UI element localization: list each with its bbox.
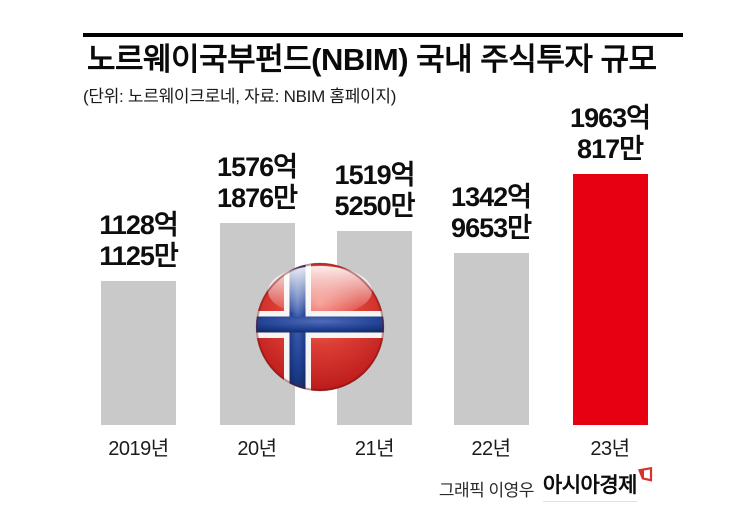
bar-value-label: 1128억 1125만 [99, 210, 178, 271]
chart-title: 노르웨이국부펀드(NBIM) 국내 주식투자 규모 [87, 42, 657, 77]
bar-value-label: 1342억 9653만 [451, 182, 532, 243]
bar-value-label: 1963억 817만 [570, 103, 651, 164]
bar-group-22년: 1342억 9653만 22년 [431, 182, 551, 460]
bar-highlighted [572, 174, 648, 425]
bar [453, 253, 529, 425]
bar [101, 281, 176, 425]
bar-value-label: 1519억 5250만 [334, 160, 416, 221]
x-axis-label: 23년 [590, 438, 630, 460]
chart-header: 노르웨이국부펀드(NBIM) 국내 주식투자 규모 (단위: 노르웨이크로네, … [83, 33, 683, 106]
x-axis-label: 20년 [237, 438, 277, 460]
title-rule [83, 33, 683, 37]
bar-value-label: 1576억 1876만 [217, 152, 298, 213]
brand-logo-icon [638, 467, 653, 482]
bar-group-2019년: 1128억 1125만 2019년 [79, 210, 199, 460]
credit-text: 그래픽 이영우 [438, 481, 535, 500]
x-axis-label: 22년 [471, 438, 511, 460]
chart-subtitle: (단위: 노르웨이크로네, 자료: NBIM 홈페이지) [83, 87, 397, 106]
norway-flag-icon [255, 262, 385, 392]
bar-group-23년: 1963억 817만 23년 [550, 103, 670, 460]
credit-line: 그래픽 이영우 아시아경제 [438, 467, 653, 502]
x-axis-label: 2019년 [108, 438, 169, 460]
x-axis-label: 21년 [354, 438, 395, 460]
brand-logo-text: 아시아경제 [542, 469, 638, 502]
